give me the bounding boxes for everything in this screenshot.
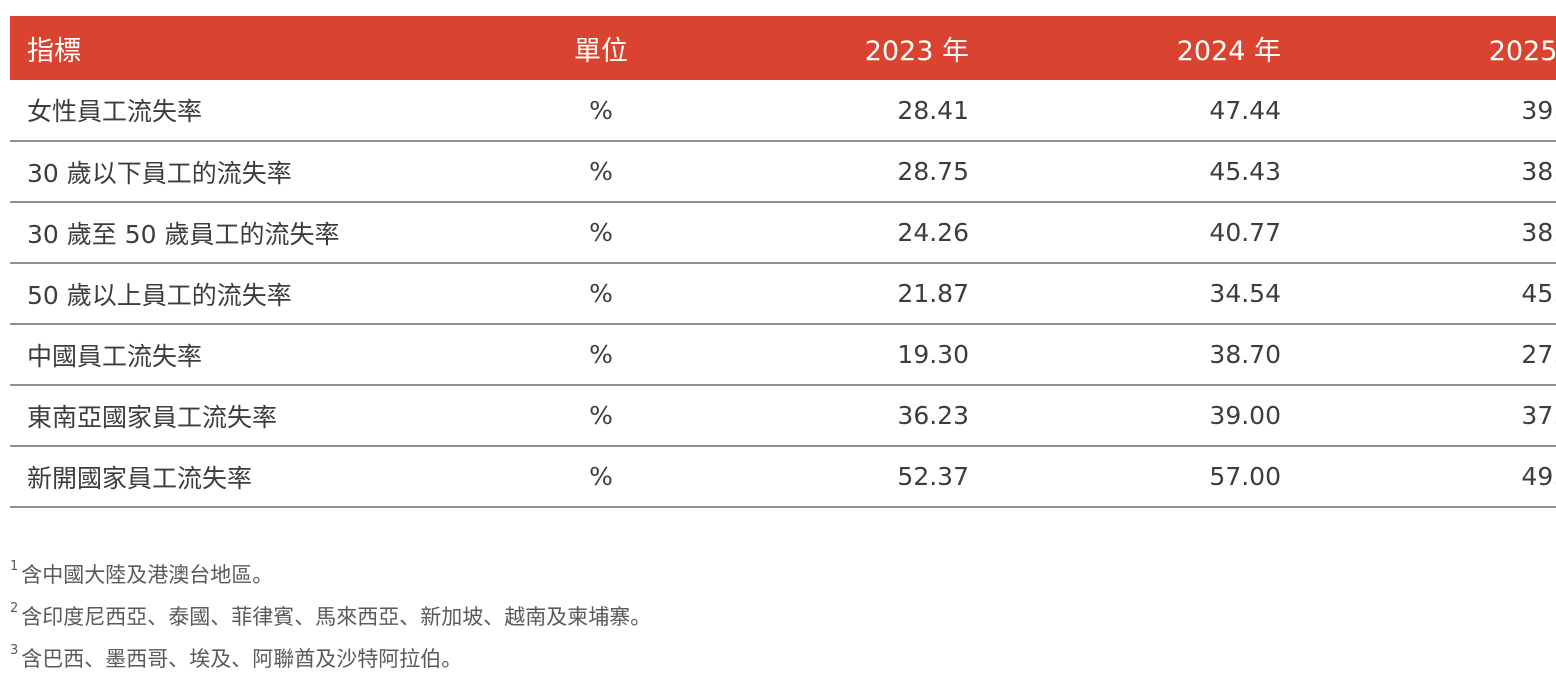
row-value-2024: 34.54 [1209, 279, 1281, 308]
row-value-2024: 40.77 [1209, 218, 1281, 247]
row-indicator: 50 歲以上員工的流失率 [27, 280, 292, 310]
row-indicator: 中國員工流失率 [27, 341, 203, 371]
row-value-2023: 36.23 [897, 401, 969, 430]
row-unit: % [589, 462, 613, 491]
row-indicator: 東南亞國家員工流失率 [27, 402, 278, 432]
footnote: 3 含巴西、墨西哥、埃及、阿聯酋及沙特阿拉伯。 [10, 638, 651, 680]
row-value-2025: 39.10 [1521, 95, 1556, 125]
footnote: 2 含印度尼西亞、泰國、菲律賓、馬來西亞、新加坡、越南及柬埔寨。 [10, 596, 651, 638]
row-value-2025: 45.20 [1521, 279, 1556, 308]
header-2025: 2025 年 [1488, 35, 1556, 67]
footnote-mark: 2 [10, 601, 19, 616]
header-2024: 2024 年 [1176, 35, 1281, 67]
footnotes: 1 含中國大陸及港澳台地區。 2 含印度尼西亞、泰國、菲律賓、馬來西亞、新加坡、越南… [10, 554, 651, 680]
footnote-mark: 1 [10, 559, 19, 574]
header-row: 指標 單位 2023 年 2024 年 2025 年 [10, 16, 1556, 80]
row-unit: % [589, 157, 613, 186]
table-body: 女性員工流失率 % 28.41 47.44 39.10 30 歲以下員工的流失率… [10, 80, 1556, 507]
header-indicator: 指標 [27, 35, 81, 67]
row-value-2023: 52.37 [897, 462, 969, 491]
row-value-2025: 38.20 [1521, 157, 1556, 186]
row-value-2024: 39.00 [1209, 401, 1281, 430]
table-row: 女性員工流失率 % 28.41 47.44 39.10 [10, 80, 1556, 141]
row-indicator: 新開國家員工流失率 [27, 463, 253, 493]
row-value-2023: 21.87 [897, 279, 969, 308]
row-value-2024: 38.70 [1209, 340, 1281, 369]
table-row: 中國員工流失率 % 19.30 38.70 27.90 [10, 324, 1556, 385]
footnote-mark: 3 [10, 643, 19, 658]
row-unit: % [589, 218, 613, 247]
footnote: 1 含中國大陸及港澳台地區。 [10, 554, 651, 596]
row-unit: % [589, 401, 613, 430]
footnote-text: 含巴西、墨西哥、埃及、阿聯酋及沙特阿拉伯。 [21, 647, 463, 671]
row-value-2023: 24.26 [897, 218, 969, 247]
row-unit: % [589, 340, 613, 369]
row-value-2025: 38.80 [1521, 218, 1556, 247]
row-indicator: 女性員工流失率 [27, 97, 203, 126]
table-row: 50 歲以上員工的流失率 % 21.87 34.54 45.20 [10, 263, 1556, 324]
row-indicator: 30 歲以下員工的流失率 [27, 158, 292, 188]
row-value-2025: 37.70 [1521, 401, 1556, 430]
row-indicator: 30 歲至 50 歲員工的流失率 [27, 219, 340, 249]
row-unit: % [589, 95, 613, 125]
row-value-2023: 19.30 [897, 340, 969, 369]
row-unit: % [589, 279, 613, 308]
header-unit: 單位 [574, 35, 628, 67]
row-value-2023: 28.41 [897, 95, 969, 125]
table-row: 東南亞國家員工流失率 % 36.23 39.00 37.70 [10, 385, 1556, 446]
footnote-text: 含印度尼西亞、泰國、菲律賓、馬來西亞、新加坡、越南及柬埔寨。 [21, 605, 652, 629]
row-value-2023: 28.75 [897, 157, 969, 186]
table-row: 30 歲以下員工的流失率 % 28.75 45.43 38.20 [10, 141, 1556, 202]
row-value-2025: 49.40 [1521, 462, 1556, 491]
row-value-2025: 27.90 [1521, 340, 1556, 369]
row-value-2024: 45.43 [1209, 157, 1281, 186]
header-2023: 2023 年 [864, 35, 969, 67]
row-value-2024: 47.44 [1209, 95, 1281, 125]
table-header: 指標 單位 2023 年 2024 年 2025 年 [10, 16, 1556, 80]
footnote-text: 含中國大陸及港澳台地區。 [21, 563, 274, 587]
turnover-table: 指標 單位 2023 年 2024 年 2025 年 女性員工流失率 % 28.… [10, 16, 1556, 508]
row-value-2024: 57.00 [1209, 462, 1281, 491]
table-row: 30 歲至 50 歲員工的流失率 % 24.26 40.77 38.80 [10, 202, 1556, 263]
turnover-table-container: 指標 單位 2023 年 2024 年 2025 年 女性員工流失率 % 28.… [10, 16, 1556, 508]
table-row: 新開國家員工流失率 % 52.37 57.00 49.40 [10, 446, 1556, 507]
